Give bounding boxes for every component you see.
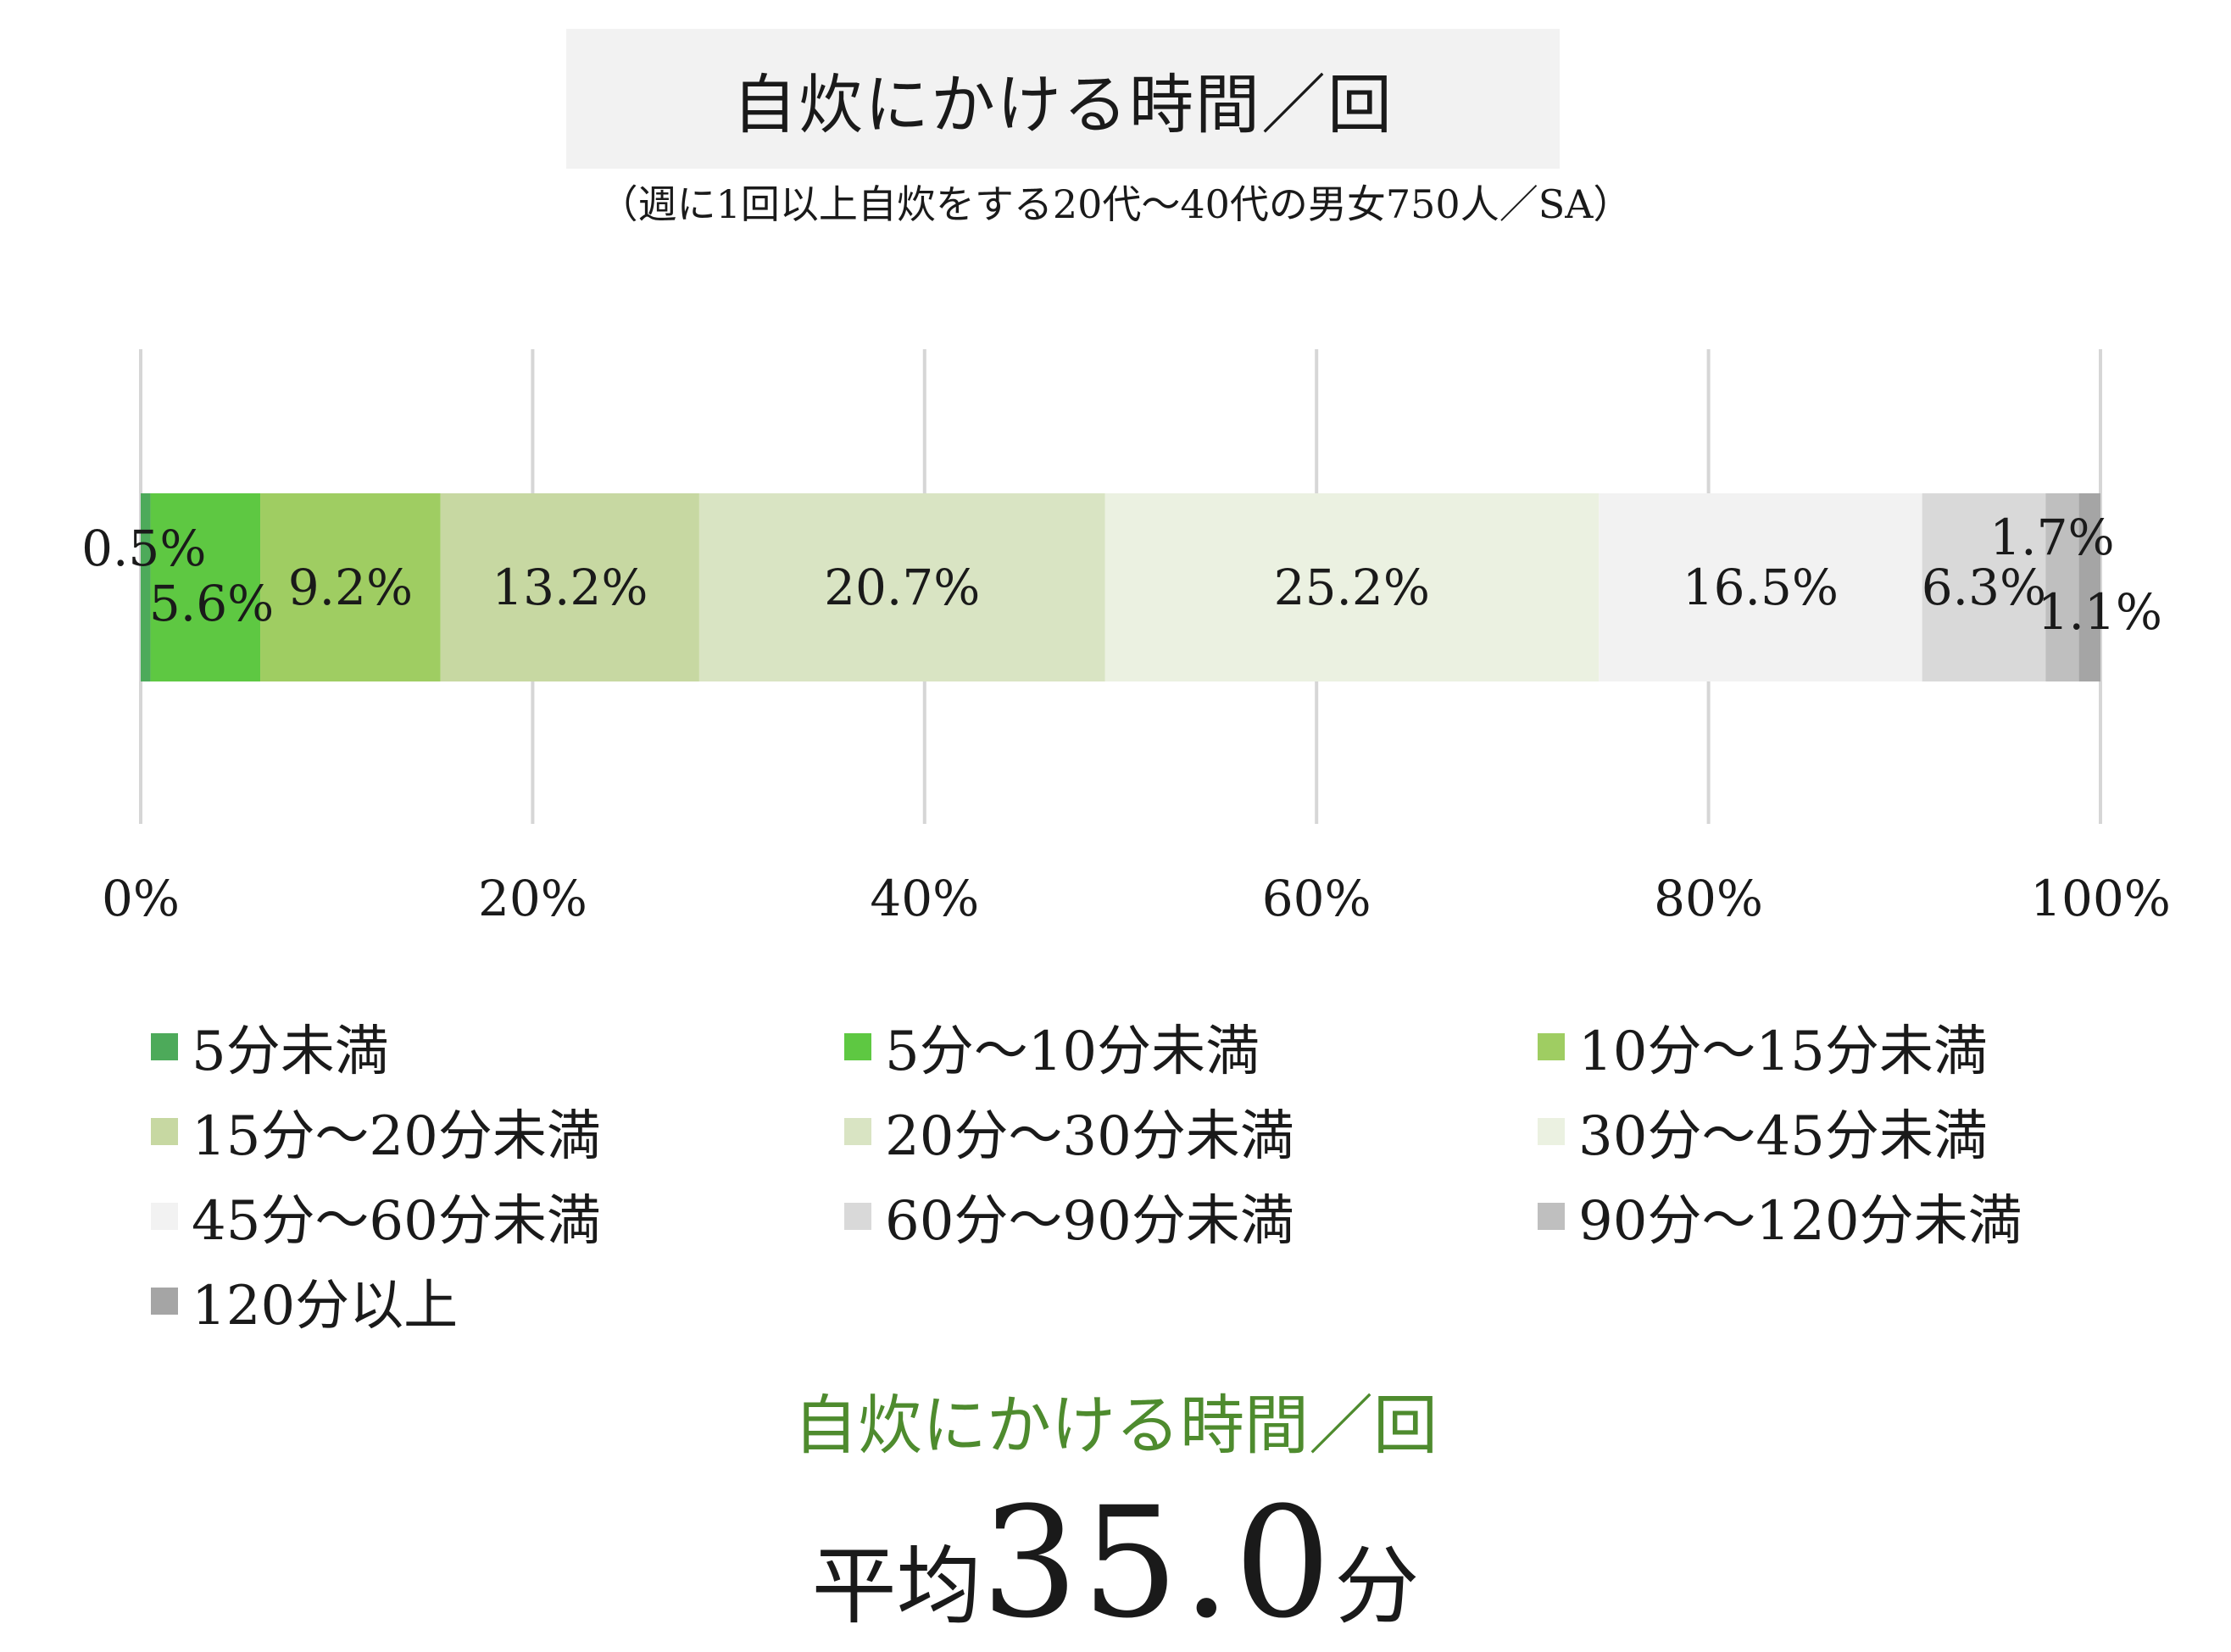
data-label: 5.6% xyxy=(149,575,274,632)
summary-unit: 分 xyxy=(1334,1537,1420,1636)
data-label: 0.5% xyxy=(81,520,206,577)
bar-segment xyxy=(260,493,441,681)
x-tick-label: 40% xyxy=(870,870,979,927)
legend-item: 10分～15分未満 xyxy=(1538,1009,1988,1085)
data-label: 13.2% xyxy=(492,559,648,616)
legend-label: 90分～120分未満 xyxy=(1578,1190,2022,1253)
legend-label: 60分～90分未満 xyxy=(885,1190,1294,1253)
legend-item: 45分～60分未満 xyxy=(151,1178,601,1254)
chart-title: 自炊にかける時間／回 xyxy=(732,66,1394,142)
legend-item: 15分～20分未満 xyxy=(151,1093,601,1170)
data-label: 9.2% xyxy=(288,559,413,616)
legend-label: 5分～10分未満 xyxy=(885,1021,1260,1083)
data-label: 1.1% xyxy=(2038,583,2162,641)
legend-item: 5分未満 xyxy=(151,1009,389,1085)
x-tick-label: 80% xyxy=(1654,870,1763,927)
legend-label: 10分～15分未満 xyxy=(1578,1021,1988,1083)
x-tick-label: 0% xyxy=(102,870,180,927)
legend-item: 90分～120分未満 xyxy=(1538,1178,2022,1254)
summary-average: 平均35.0分 xyxy=(0,1475,2231,1652)
legend-item: 20分～30分未満 xyxy=(844,1093,1294,1170)
data-label: 6.3% xyxy=(1922,559,2046,616)
x-axis-ticks: 0% 20% 40% 60% 80% 100% xyxy=(102,870,2171,927)
chart-subtitle: （週に1回以上自炊をする20代～40代の男女750人／SA） xyxy=(598,181,1633,227)
legend-swatch xyxy=(1538,1118,1565,1145)
legend-item: 120分以上 xyxy=(151,1263,458,1339)
data-label: 1.7% xyxy=(1989,509,2114,566)
legend-swatch xyxy=(151,1288,178,1315)
bar-segment xyxy=(1599,493,1922,681)
legend-swatch xyxy=(151,1033,178,1060)
bar-segment xyxy=(698,493,1105,681)
summary-value: 35.0 xyxy=(981,1475,1335,1652)
stacked-bar-chart: 0.5%5.6% 9.2% 13.2% 20.7% 25.2% 16.5% 6.3%1.7%… xyxy=(81,349,2171,927)
x-tick-label: 60% xyxy=(1262,870,1371,927)
legend-label: 20分～30分未満 xyxy=(885,1105,1294,1168)
x-tick-label: 20% xyxy=(478,870,587,927)
legend-item: 5分～10分未満 xyxy=(844,1009,1260,1085)
legend-label: 120分以上 xyxy=(192,1275,459,1338)
bar-segment xyxy=(141,493,151,681)
bar-segment xyxy=(2078,493,2100,681)
legend-label: 5分未満 xyxy=(192,1021,389,1083)
data-label: 25.2% xyxy=(1274,559,1430,616)
legend-swatch xyxy=(151,1118,178,1145)
chart-title-box: 自炊にかける時間／回 xyxy=(566,29,1560,169)
legend-swatch xyxy=(844,1118,871,1145)
legend-item: 30分～45分未満 xyxy=(1538,1093,1988,1170)
legend-swatch xyxy=(1538,1203,1565,1230)
legend-swatch xyxy=(844,1203,871,1230)
legend-swatch xyxy=(844,1033,871,1060)
legend-swatch xyxy=(151,1203,178,1230)
bar-segment xyxy=(2045,493,2079,681)
summary-label: 自炊にかける時間／回 xyxy=(793,1388,1438,1463)
data-label: 16.5% xyxy=(1683,559,1839,616)
bar-segment xyxy=(150,493,261,681)
legend-label: 30分～45分未満 xyxy=(1578,1105,1988,1168)
bar-segment xyxy=(440,493,699,681)
bar-segment xyxy=(1922,493,2046,681)
summary-prefix: 平均 xyxy=(811,1537,982,1636)
x-tick-label: 100% xyxy=(2030,870,2171,927)
bar-segments xyxy=(141,493,2100,681)
data-labels: 0.5%5.6% 9.2% 13.2% 20.7% 25.2% 16.5% 6.3%1.7%… xyxy=(81,509,2162,641)
legend-swatch xyxy=(1538,1033,1565,1060)
data-label: 20.7% xyxy=(824,559,980,616)
legend-label: 45分～60分未満 xyxy=(192,1190,601,1253)
legend-label: 15分～20分未満 xyxy=(192,1105,601,1168)
legend-item: 60分～90分未満 xyxy=(844,1178,1294,1254)
bar-segment xyxy=(1104,493,1600,681)
